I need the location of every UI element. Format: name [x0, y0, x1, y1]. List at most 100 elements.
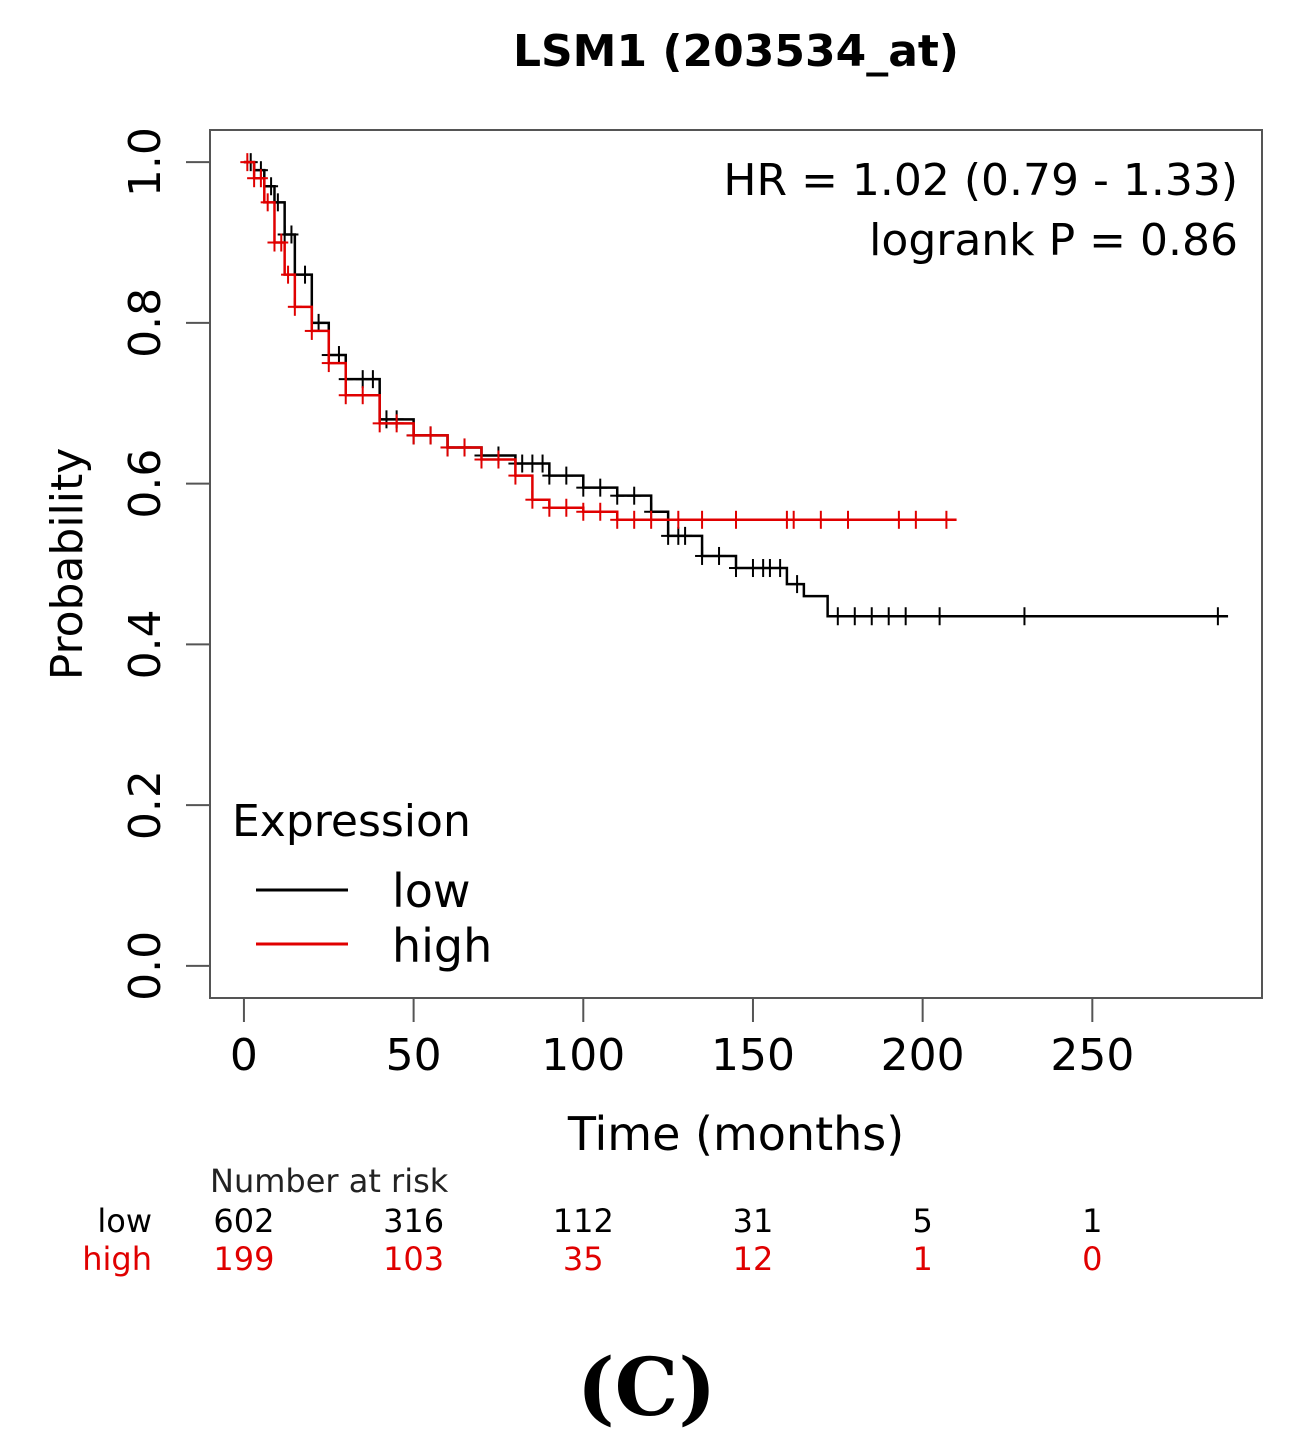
y-tick-label: 0.4 — [120, 609, 171, 679]
censor-mark-low — [712, 546, 727, 565]
risk-row-label-low: low — [97, 1202, 152, 1240]
censor-mark-low — [729, 559, 743, 578]
censor-mark-low — [298, 265, 313, 284]
censor-mark-low — [790, 575, 805, 594]
censor-mark-high — [627, 510, 642, 529]
series-layer — [240, 153, 1229, 626]
plot-frame — [209, 129, 1263, 999]
censor-mark-low — [1017, 607, 1032, 626]
censor-mark-high — [281, 265, 296, 284]
censor-mark-low — [559, 466, 574, 485]
risk-value-high: 0 — [1082, 1240, 1102, 1278]
risk-table-title: Number at risk — [210, 1162, 449, 1200]
censor-mark-low — [847, 607, 862, 626]
censor-mark-high — [457, 438, 472, 457]
risk-row-label-high: high — [82, 1240, 152, 1278]
x-axis: 0 50 100 150 200 250 — [230, 998, 1134, 1081]
censor-mark-high — [287, 297, 302, 316]
censor-mark-high — [253, 169, 268, 188]
censor-mark-low — [593, 478, 608, 497]
risk-value-high: 199 — [213, 1240, 274, 1278]
censor-mark-high — [593, 502, 608, 521]
y-tick-label: 0.0 — [120, 931, 171, 1001]
censor-mark-low — [576, 478, 591, 497]
censor-mark-low — [881, 607, 896, 626]
censor-mark-high — [338, 386, 353, 405]
censor-mark-low — [695, 546, 710, 565]
x-tick-label: 50 — [386, 1030, 442, 1081]
censor-mark-high — [508, 466, 523, 485]
censor-mark-high — [939, 510, 954, 529]
risk-value-low: 5 — [912, 1202, 932, 1240]
censor-mark-high — [729, 510, 743, 529]
x-tick-label: 200 — [881, 1030, 965, 1081]
y-tick-label: 0.8 — [120, 288, 171, 358]
censor-mark-high — [260, 193, 275, 212]
censor-mark-low — [773, 559, 788, 578]
x-tick-label: 100 — [541, 1030, 625, 1081]
censor-mark-high — [671, 510, 686, 529]
censor-mark-high — [474, 450, 489, 469]
risk-value-high: 12 — [733, 1240, 774, 1278]
risk-value-high: 103 — [383, 1240, 444, 1278]
censor-mark-high — [274, 233, 289, 252]
censor-mark-high — [840, 510, 855, 529]
censor-mark-high — [355, 386, 370, 405]
censor-mark-low — [264, 177, 279, 196]
y-axis: 0.0 0.2 0.4 0.6 0.8 1.0 — [120, 127, 210, 1001]
logrank-annotation: logrank P = 0.86 — [869, 215, 1238, 266]
censor-mark-high — [372, 414, 387, 433]
risk-value-low: 602 — [213, 1202, 274, 1240]
censor-mark-low — [542, 466, 557, 485]
y-tick-label: 0.6 — [120, 449, 171, 519]
legend-label-low: low — [392, 864, 471, 918]
panel-label: (C) — [576, 1340, 717, 1434]
y-tick-label: 0.2 — [120, 770, 171, 840]
risk-value-high: 1 — [912, 1240, 932, 1278]
y-axis-label: Probability — [42, 448, 93, 681]
censor-mark-high — [542, 498, 557, 517]
censor-mark-low — [331, 346, 346, 365]
censor-mark-high — [406, 426, 421, 445]
censor-mark-low — [284, 225, 299, 244]
censor-mark-high — [576, 502, 591, 521]
censor-mark-high — [240, 153, 255, 172]
censor-mark-low — [365, 370, 380, 389]
censor-mark-high — [786, 510, 801, 529]
censor-mark-high — [304, 321, 319, 340]
censor-mark-high — [389, 414, 404, 433]
censor-mark-low — [932, 607, 947, 626]
censor-mark-high — [644, 510, 659, 529]
x-tick-label: 250 — [1050, 1030, 1134, 1081]
x-tick-label: 0 — [230, 1030, 258, 1081]
legend-label-high: high — [392, 919, 492, 973]
risk-value-high: 35 — [563, 1240, 604, 1278]
km-curve-high — [243, 160, 957, 522]
km-survival-chart: LSM1 (203534_at) 0.00.20.40.60.81.0 0 50 1… — [42, 26, 1263, 1278]
censor-mark-low — [535, 454, 550, 473]
y-tick-label: 1.0 — [120, 127, 171, 197]
censor-mark-low — [830, 607, 845, 626]
censor-mark-high — [891, 510, 906, 529]
censor-mark-high — [695, 510, 710, 529]
censor-mark-high — [440, 438, 455, 457]
censor-mark-high — [610, 510, 625, 529]
chart-title: LSM1 (203534_at) — [513, 26, 959, 77]
censor-mark-high — [491, 450, 506, 469]
risk-value-low: 31 — [733, 1202, 774, 1240]
censor-mark-high — [321, 354, 336, 373]
x-axis-label: Time (months) — [567, 1107, 904, 1161]
censor-mark-high — [559, 498, 574, 517]
censor-mark-low — [610, 486, 625, 505]
censor-mark-low — [311, 313, 326, 332]
legend: Expression low high — [232, 796, 492, 973]
x-tick-label: 150 — [711, 1030, 795, 1081]
censor-mark-high — [423, 426, 438, 445]
risk-value-low: 1 — [1082, 1202, 1102, 1240]
censor-mark-low — [898, 607, 913, 626]
censor-mark-low — [627, 486, 642, 505]
censor-mark-high — [525, 490, 540, 509]
hr-annotation: HR = 1.02 (0.79 - 1.33) — [723, 155, 1238, 206]
risk-value-low: 112 — [553, 1202, 614, 1240]
